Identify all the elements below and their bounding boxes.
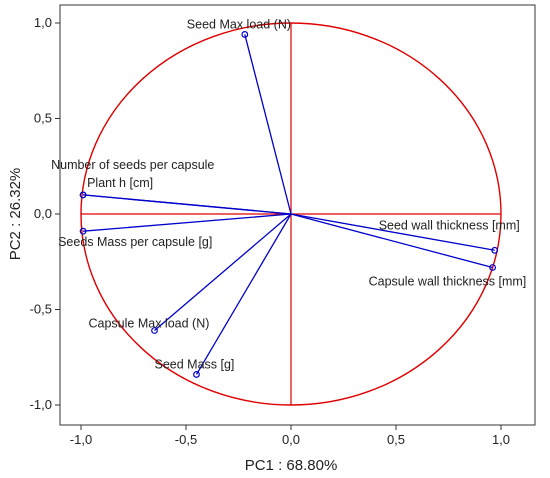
y-tick-label: 0,5 <box>34 111 52 126</box>
variable-label: Seed Max load (N) <box>187 17 291 31</box>
x-axis-ticks: -1,0 -0,5 0,0 0,5 1,0 <box>70 425 510 447</box>
variable-label: Seed wall thickness [mm] <box>379 218 520 232</box>
variable-label: Seed Mass [g] <box>155 357 235 371</box>
x-tick-label: 1,0 <box>492 432 510 447</box>
loading-point <box>491 246 499 254</box>
y-tick-label: -0,5 <box>30 302 52 317</box>
loading-point <box>79 227 87 235</box>
loading-vector <box>195 213 292 375</box>
loading-point <box>193 371 200 378</box>
loading-vector <box>244 34 292 215</box>
loading-vector <box>290 213 495 251</box>
x-axis-title: PC1 : 68.80% <box>245 457 338 474</box>
loading-point <box>151 327 158 334</box>
variable-label: Capsule Max load (N) <box>89 317 210 331</box>
loading-point <box>241 31 249 38</box>
x-tick-label: 0,5 <box>387 432 405 447</box>
correlation-circle <box>80 22 502 406</box>
variable-label: Capsule wall thickness [mm] <box>369 274 527 288</box>
x-tick-label: 0,0 <box>282 432 300 447</box>
loading-vector <box>83 194 292 215</box>
y-tick-label: -1,0 <box>30 397 52 412</box>
variable-labels: Seed Max load (N) Number of seeds per cap… <box>51 17 526 371</box>
plot-frame <box>59 4 536 426</box>
loading-vector <box>290 213 493 269</box>
x-tick-label: -1,0 <box>70 432 92 447</box>
loading-vector <box>83 213 292 232</box>
loading-point <box>489 264 497 271</box>
variable-label: Seeds Mass per capsule [g] <box>58 235 212 249</box>
y-tick-label: 1,0 <box>34 15 52 30</box>
y-axis-title: PC2 : 26.32% <box>7 168 24 261</box>
loading-vector <box>154 213 292 332</box>
y-axis-ticks: 1,0 0,5 0,0 -0,5 -1,0 <box>30 15 60 412</box>
variable-label: Number of seeds per capsule <box>51 158 214 172</box>
variable-label: Plant h [cm] <box>87 176 153 190</box>
x-tick-label: -0,5 <box>175 432 197 447</box>
y-tick-label: 0,0 <box>34 206 52 221</box>
loading-point <box>79 191 87 199</box>
loading-vectors <box>79 31 499 378</box>
